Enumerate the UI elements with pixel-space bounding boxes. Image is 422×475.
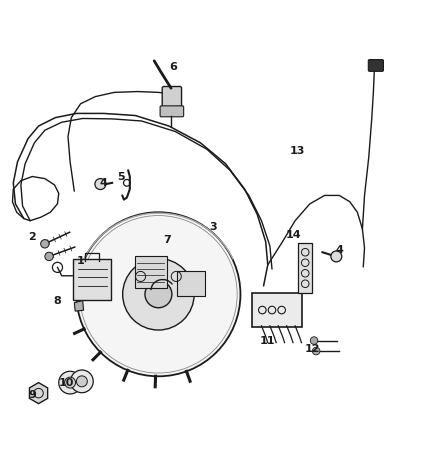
Polygon shape (30, 382, 48, 404)
FancyBboxPatch shape (73, 259, 111, 300)
Circle shape (59, 371, 81, 394)
FancyBboxPatch shape (298, 243, 312, 293)
Text: 13: 13 (289, 146, 305, 156)
Text: 8: 8 (54, 295, 61, 305)
Circle shape (310, 337, 318, 344)
Text: 4: 4 (100, 178, 108, 188)
Circle shape (331, 251, 342, 262)
Text: 10: 10 (58, 378, 73, 388)
Text: 3: 3 (209, 222, 217, 232)
Circle shape (95, 179, 106, 190)
Circle shape (123, 258, 194, 330)
Text: 12: 12 (304, 344, 320, 354)
Text: 6: 6 (169, 62, 177, 72)
Circle shape (145, 281, 172, 308)
Circle shape (312, 347, 320, 355)
Text: 5: 5 (117, 171, 124, 181)
FancyBboxPatch shape (252, 294, 302, 327)
Polygon shape (74, 301, 84, 311)
Text: 1: 1 (77, 256, 84, 266)
Circle shape (65, 377, 76, 388)
FancyBboxPatch shape (177, 271, 205, 296)
Text: 14: 14 (285, 230, 301, 240)
FancyBboxPatch shape (160, 106, 184, 117)
FancyBboxPatch shape (368, 59, 384, 71)
Circle shape (76, 212, 241, 376)
FancyBboxPatch shape (162, 86, 181, 111)
FancyBboxPatch shape (135, 256, 167, 288)
Circle shape (45, 252, 53, 261)
Text: 9: 9 (28, 390, 36, 400)
Text: 11: 11 (260, 335, 276, 345)
Circle shape (70, 370, 93, 393)
Text: 2: 2 (28, 232, 36, 243)
Text: 4: 4 (335, 245, 343, 255)
Circle shape (41, 239, 49, 248)
Text: 7: 7 (163, 235, 171, 245)
Circle shape (76, 376, 87, 387)
